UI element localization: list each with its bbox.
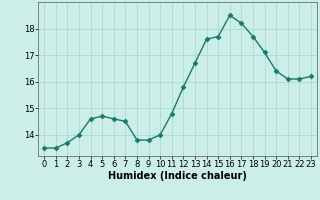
X-axis label: Humidex (Indice chaleur): Humidex (Indice chaleur) — [108, 171, 247, 181]
